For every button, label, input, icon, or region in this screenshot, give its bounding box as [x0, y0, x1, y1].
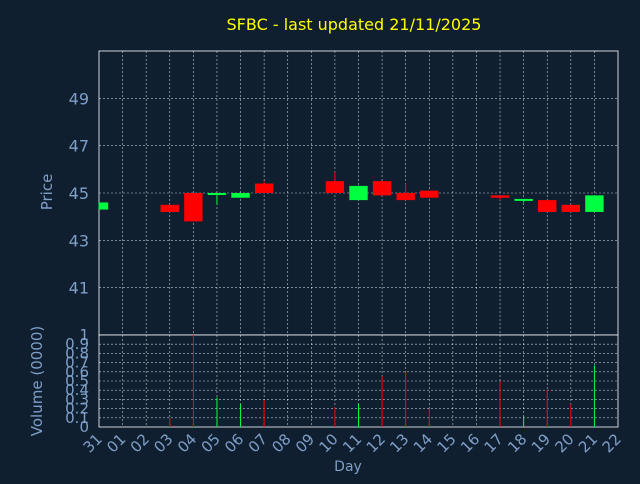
- volume-tick-label: 0: [79, 418, 89, 436]
- candle-body: [420, 190, 439, 198]
- candle-body: [396, 193, 415, 201]
- candle-body: [99, 202, 109, 210]
- volume-tick-label: 0.5: [65, 372, 89, 390]
- candle-body: [372, 181, 392, 196]
- x-tick-labels: 3101020304050607080910111213141516171819…: [80, 430, 625, 456]
- volume-tick-label: 0.8: [65, 344, 89, 362]
- candle-body: [184, 193, 203, 222]
- price-tick-label: 41: [69, 279, 89, 298]
- candle-body: [490, 195, 510, 198]
- volume-tick-label: 0.1: [65, 409, 89, 427]
- candle-body: [561, 204, 581, 212]
- price-tick-label: 45: [69, 184, 89, 203]
- candle-body: [207, 193, 227, 195]
- candle-body: [160, 204, 179, 212]
- candle-body: [325, 181, 345, 193]
- candle-body: [514, 198, 533, 201]
- volume-tick-label: 0.4: [65, 381, 89, 399]
- volume-tick-label: 1: [79, 326, 89, 344]
- price-axis-label: Price: [38, 174, 56, 211]
- chart-title: SFBC - last updated 21/11/2025: [227, 15, 482, 34]
- volume-tick-label: 0.9: [65, 335, 89, 353]
- volume-axis-label: Volume (0000): [28, 326, 46, 436]
- price-tick-label: 47: [69, 137, 89, 156]
- volume-tick-label: 0.3: [65, 390, 89, 408]
- price-panel: 41 43 45 47 49: [69, 50, 619, 336]
- day-axis-label: Day: [334, 459, 362, 475]
- volume-tick-label: 0.2: [65, 400, 89, 418]
- candle-body: [254, 183, 274, 193]
- candle-body: [538, 200, 557, 212]
- candle-body: [231, 193, 250, 198]
- price-tick-label: 43: [69, 231, 89, 250]
- volume-panel: 00.10.20.30.40.50.60.70.80.91: [65, 326, 619, 436]
- candle-body: [349, 185, 368, 201]
- price-tick-label: 49: [69, 89, 89, 108]
- volume-tick-label: 0.6: [65, 363, 89, 381]
- volume-tick-label: 0.7: [65, 354, 89, 372]
- candle-body: [585, 195, 604, 212]
